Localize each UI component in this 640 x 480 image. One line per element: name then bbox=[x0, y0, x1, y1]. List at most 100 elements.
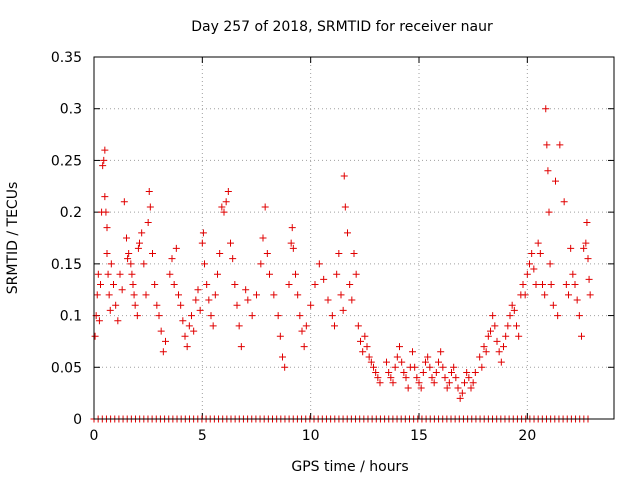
data-point bbox=[259, 234, 267, 242]
data-point bbox=[560, 198, 568, 206]
data-point bbox=[120, 198, 128, 206]
data-point bbox=[203, 281, 211, 289]
data-point bbox=[465, 374, 473, 382]
y-axis-label: SRMTID / TECUs bbox=[5, 182, 21, 295]
data-point bbox=[391, 363, 399, 371]
data-point bbox=[270, 291, 278, 299]
axis-ticks: 0 0.05 0.1 0.15 0.2 0.25 0.3 0.35 0 5 10 15 20 bbox=[51, 50, 614, 444]
data-point bbox=[209, 322, 217, 330]
data-point bbox=[565, 291, 572, 299]
data-point bbox=[237, 343, 245, 351]
data-point bbox=[229, 255, 237, 263]
data-point bbox=[172, 244, 180, 252]
x-tick-label: 0 bbox=[90, 428, 99, 444]
x-axis-label: GPS time / hours bbox=[291, 459, 408, 475]
data-point bbox=[298, 327, 306, 335]
data-point bbox=[107, 260, 115, 268]
data-point bbox=[281, 363, 289, 371]
data-point bbox=[526, 260, 533, 268]
data-point bbox=[99, 162, 107, 170]
data-point bbox=[567, 244, 575, 252]
data-point bbox=[157, 327, 165, 335]
data-point bbox=[363, 343, 371, 351]
data-point bbox=[571, 281, 579, 289]
data-point bbox=[372, 368, 380, 376]
data-point bbox=[199, 229, 207, 237]
data-point bbox=[279, 353, 286, 361]
data-point bbox=[183, 343, 191, 351]
data-point bbox=[136, 239, 143, 247]
data-point bbox=[123, 234, 130, 242]
data-point bbox=[185, 322, 193, 330]
data-point bbox=[101, 193, 109, 201]
data-point bbox=[274, 312, 282, 320]
data-point bbox=[532, 281, 540, 289]
data-point bbox=[370, 363, 377, 371]
data-point bbox=[542, 105, 550, 113]
data-point bbox=[170, 281, 178, 289]
data-point bbox=[103, 224, 111, 232]
data-point bbox=[547, 281, 555, 289]
data-point bbox=[130, 291, 138, 299]
data-point bbox=[519, 281, 527, 289]
data-point bbox=[469, 379, 477, 387]
data-point bbox=[346, 281, 354, 289]
data-point bbox=[196, 306, 204, 314]
data-point bbox=[450, 363, 458, 371]
data-point bbox=[118, 286, 126, 294]
data-point bbox=[227, 239, 234, 247]
data-point bbox=[552, 177, 559, 185]
data-point bbox=[151, 281, 159, 289]
data-point bbox=[168, 255, 176, 263]
data-point bbox=[556, 141, 564, 149]
data-point bbox=[585, 275, 593, 283]
data-point bbox=[400, 368, 408, 376]
data-point bbox=[467, 384, 475, 392]
data-point bbox=[573, 296, 581, 304]
data-point bbox=[489, 312, 497, 320]
data-point bbox=[194, 286, 202, 294]
data-point bbox=[292, 270, 299, 278]
x-tick-label: 5 bbox=[198, 428, 207, 444]
data-point bbox=[541, 291, 549, 299]
data-point bbox=[145, 187, 153, 195]
data-point bbox=[129, 281, 137, 289]
data-point bbox=[361, 332, 369, 340]
data-point bbox=[140, 260, 148, 268]
data-point bbox=[105, 291, 113, 299]
plot-frame bbox=[93, 56, 615, 420]
data-point bbox=[175, 291, 182, 299]
data-point bbox=[320, 275, 328, 283]
data-point bbox=[101, 146, 109, 154]
data-point bbox=[402, 374, 410, 382]
data-point bbox=[340, 172, 348, 180]
data-point bbox=[352, 270, 360, 278]
data-point bbox=[502, 332, 510, 340]
data-point bbox=[448, 368, 455, 376]
data-point bbox=[248, 312, 256, 320]
data-point bbox=[224, 187, 232, 195]
data-point bbox=[428, 374, 436, 382]
data-point bbox=[315, 260, 323, 268]
grid-lines bbox=[94, 57, 614, 419]
data-point bbox=[125, 250, 133, 258]
data-point bbox=[586, 291, 594, 299]
data-point bbox=[166, 270, 174, 278]
data-point bbox=[344, 229, 351, 237]
data-point bbox=[424, 353, 432, 361]
data-point bbox=[95, 317, 103, 325]
data-point bbox=[339, 306, 347, 314]
data-point bbox=[341, 203, 349, 211]
data-point bbox=[365, 353, 373, 361]
data-point bbox=[554, 312, 562, 320]
data-point bbox=[153, 301, 161, 309]
data-point bbox=[491, 322, 499, 330]
data-point bbox=[584, 255, 592, 263]
data-point bbox=[393, 353, 401, 361]
data-point bbox=[287, 239, 295, 247]
data-point bbox=[543, 141, 551, 149]
data-point bbox=[335, 250, 343, 258]
data-point bbox=[155, 312, 163, 320]
data-point bbox=[437, 348, 445, 356]
data-point bbox=[497, 358, 505, 366]
